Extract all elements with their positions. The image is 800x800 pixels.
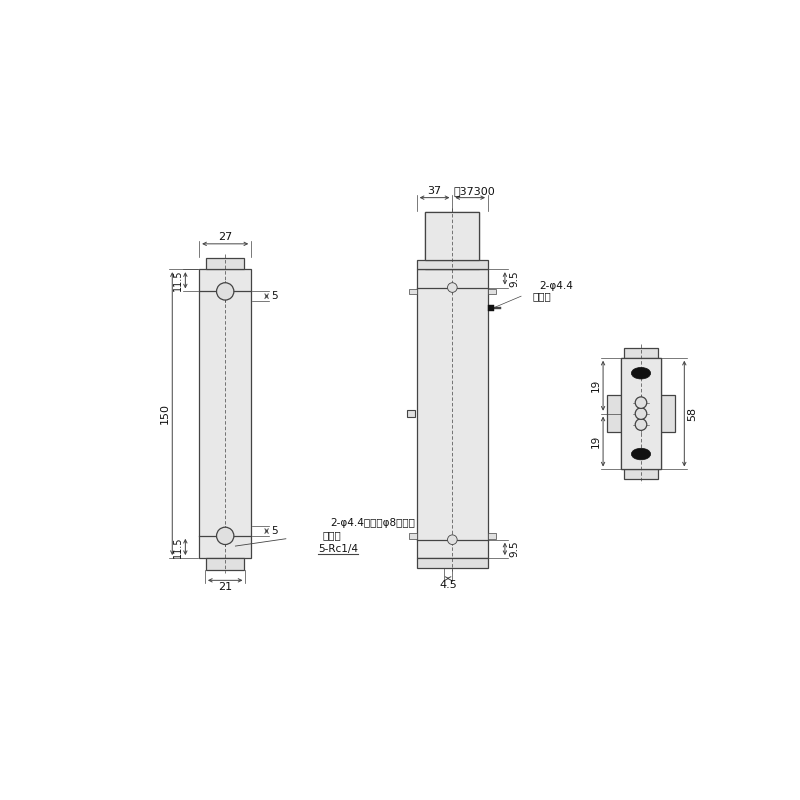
Ellipse shape (631, 367, 650, 379)
Bar (624, 470, 658, 479)
Bar (621, 358, 662, 470)
Circle shape (635, 408, 646, 419)
Text: 4.5: 4.5 (439, 580, 457, 590)
Bar (417, 558, 488, 568)
Bar (409, 533, 417, 538)
Ellipse shape (631, 448, 650, 460)
Bar (426, 211, 479, 270)
Text: 58: 58 (687, 406, 697, 421)
Text: 11.5: 11.5 (174, 536, 183, 558)
Bar (488, 305, 494, 310)
Text: 5: 5 (271, 526, 278, 536)
Text: 2-φ4.4座ぐりφ8深さ３: 2-φ4.4座ぐりφ8深さ３ (330, 518, 415, 528)
Circle shape (447, 282, 457, 292)
Bar (417, 270, 488, 558)
Bar (426, 211, 479, 260)
Text: 37: 37 (427, 186, 442, 196)
Bar (218, 270, 233, 558)
Circle shape (447, 535, 457, 545)
Circle shape (635, 397, 646, 409)
Bar (488, 533, 496, 538)
Circle shape (635, 419, 646, 430)
Bar (206, 558, 245, 570)
Text: 取付穴: 取付穴 (322, 530, 342, 540)
Bar (409, 289, 417, 294)
Text: 靓37300: 靓37300 (453, 186, 495, 196)
Bar (199, 270, 251, 558)
Text: 19: 19 (590, 379, 600, 392)
Bar (624, 348, 658, 358)
Text: 9.5: 9.5 (509, 541, 519, 557)
Text: 150: 150 (159, 403, 170, 424)
Bar (621, 358, 662, 470)
Circle shape (217, 527, 234, 545)
Text: 19: 19 (590, 435, 600, 448)
Text: 9.5: 9.5 (509, 270, 519, 286)
Text: 取付穴: 取付穴 (533, 291, 551, 301)
Text: 5-Rc1/4: 5-Rc1/4 (318, 544, 358, 554)
Bar (206, 258, 245, 270)
Bar (407, 410, 415, 418)
Text: 2-φ4.4: 2-φ4.4 (538, 281, 573, 291)
Text: 27: 27 (218, 232, 232, 242)
Text: 5: 5 (271, 291, 278, 301)
Bar (417, 260, 488, 270)
Bar (607, 395, 674, 432)
Circle shape (217, 282, 234, 300)
Bar (488, 289, 496, 294)
Text: 21: 21 (218, 582, 232, 592)
Text: 11.5: 11.5 (174, 270, 183, 291)
